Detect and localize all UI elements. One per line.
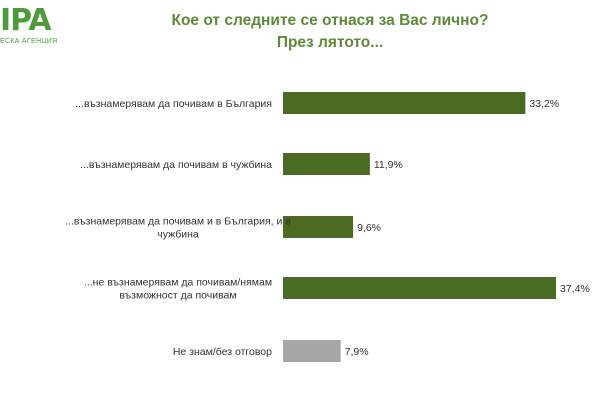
category-label-3-line-1: ...възнамерявам да почивам и в България,… bbox=[65, 216, 291, 228]
logo-mark: IPA bbox=[0, 3, 52, 38]
logo: IPA ЕСКА АГЕНЦИЯ bbox=[0, 4, 90, 48]
chart-title: Кое от следните се отнася за Вас лично? bbox=[171, 12, 489, 29]
category-label-2: ...възнамерявам да почивам в чужбина bbox=[80, 159, 272, 171]
bar-4 bbox=[283, 277, 557, 299]
value-label-5: 7,9% bbox=[345, 346, 369, 358]
category-label-4-line-1: ...не възнамерявам да почивам/нямам bbox=[84, 277, 272, 289]
bar-1 bbox=[283, 92, 526, 114]
value-label-4: 37,4% bbox=[560, 283, 590, 295]
value-label-2: 11,9% bbox=[374, 159, 403, 171]
category-label-4-line-2: възможност да почивам bbox=[119, 290, 236, 302]
category-label-1: ...възнамерявам да почивам в България bbox=[75, 98, 272, 110]
value-label-1: 33,2% bbox=[529, 98, 559, 110]
category-label-5: Не знам/без отговор bbox=[173, 346, 272, 358]
bar-2 bbox=[283, 153, 370, 175]
value-label-3: 9,6% bbox=[357, 222, 381, 234]
chart-title-block: Кое от следните се отнася за Вас лично? … bbox=[130, 10, 530, 54]
chart-subtitle: През лятото... bbox=[276, 34, 384, 51]
category-label-3-line-2: чужбина bbox=[157, 229, 199, 241]
bar-3 bbox=[283, 216, 354, 238]
logo-subtitle: ЕСКА АГЕНЦИЯ bbox=[0, 38, 58, 45]
bar-5 bbox=[283, 340, 341, 362]
